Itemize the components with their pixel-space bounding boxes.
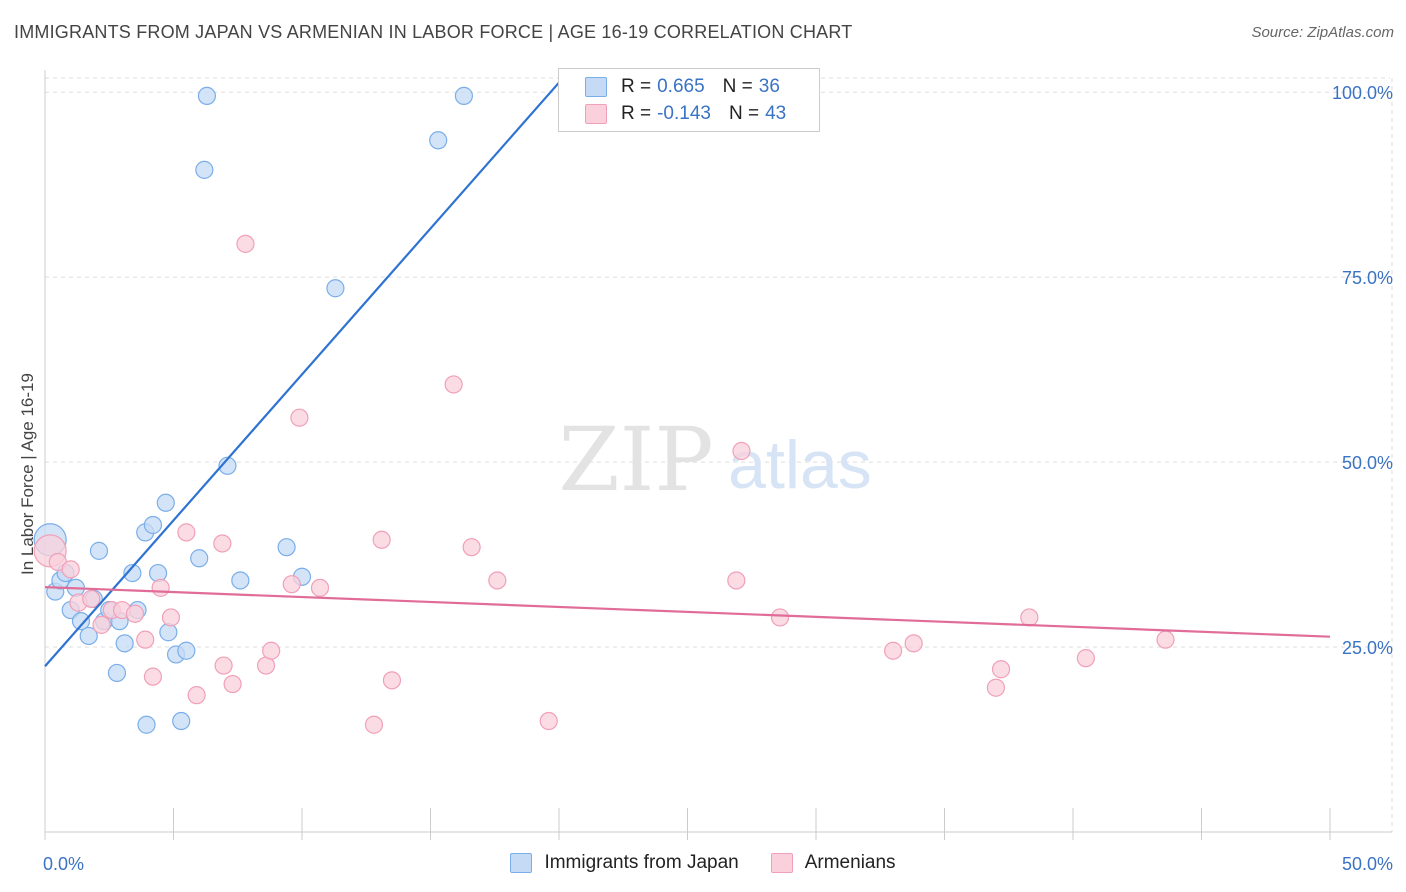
tick-labels: 25.0% 50.0% 75.0% 100.0% 0.0% 50.0% (43, 83, 1393, 874)
legend-label-armenians: Armenians (804, 852, 896, 873)
armenian-point (310, 578, 330, 597)
y-tick-label: 25.0% (1342, 638, 1393, 658)
armenian-point (372, 530, 391, 549)
armenian-point (214, 656, 233, 675)
armenian-point (444, 375, 463, 394)
armenian-point (904, 634, 923, 653)
armenian-point (1076, 649, 1095, 668)
japan-point (195, 160, 214, 179)
legend-n-value: 43 (765, 103, 787, 124)
legend-row-armenians: R = -0.143 N = 43 (585, 102, 786, 126)
x-tick-label: 0.0% (43, 854, 84, 874)
japan-point (190, 549, 209, 568)
watermark-zip: ZIP (558, 408, 713, 511)
armenian-point (125, 604, 145, 623)
armenian-point (986, 678, 1006, 697)
armenian-point (213, 534, 232, 553)
legend-r-value: -0.143 (657, 103, 711, 124)
legend-item-japan: Immigrants from Japan (510, 852, 739, 874)
legend-r-label: R = (621, 76, 652, 97)
armenian-point (177, 523, 196, 542)
armenian-point (82, 589, 101, 609)
armenian-point (236, 234, 255, 253)
japan-point (79, 626, 98, 646)
japan-point (159, 623, 178, 642)
armenian-point (161, 608, 181, 627)
japan-point (123, 563, 142, 583)
watermark: ZIP atlas (558, 408, 871, 511)
armenian-point (282, 575, 301, 594)
legend-swatch-armenians (585, 104, 607, 124)
y-tick-label: 50.0% (1342, 453, 1393, 473)
japan-point (231, 571, 250, 590)
y-axis-label: In Labor Force | Age 16-19 (18, 373, 37, 575)
japan-point (156, 493, 175, 512)
chart-title: IMMIGRANTS FROM JAPAN VS ARMENIAN IN LAB… (14, 22, 853, 42)
japan-point (107, 663, 127, 683)
y-tick-label: 100.0% (1332, 83, 1393, 103)
armenian-point (539, 711, 558, 731)
legend-swatch-japan (585, 77, 607, 97)
legend-n-label: N = (722, 76, 753, 97)
legend-swatch-japan (510, 853, 533, 873)
armenian-point (290, 408, 309, 427)
armenian-point (727, 571, 746, 590)
legend-n-label: N = (728, 103, 760, 124)
japan-point (89, 541, 109, 560)
japan-point (143, 515, 163, 535)
japan-point (115, 634, 134, 653)
japan-trend-line (44, 81, 560, 668)
armenian-point (92, 615, 111, 634)
armenian-point (187, 686, 206, 705)
armenian-point (382, 671, 402, 690)
legend-label-japan: Immigrants from Japan (544, 852, 739, 873)
armenian-point (883, 641, 903, 660)
japan-point (172, 711, 191, 731)
japan-point (177, 641, 196, 660)
armenian-point (770, 608, 790, 627)
y-tick-label: 75.0% (1342, 268, 1393, 288)
legend-r-label: R = (621, 103, 652, 124)
armenian-point (1156, 630, 1175, 649)
armenian-point (462, 538, 481, 557)
japan-point (148, 563, 168, 583)
armenian-point (991, 660, 1011, 679)
x-tick-label: 50.0% (1342, 854, 1393, 874)
armenian-point (262, 641, 281, 660)
legend-swatch-armenians (770, 853, 793, 873)
armenian-point (136, 630, 155, 649)
gridlines (45, 77, 1393, 832)
legend-n-value: 36 (758, 76, 780, 97)
japan-point (137, 715, 156, 734)
armenian-point (143, 667, 163, 686)
japan-point (454, 86, 474, 105)
japan-point (218, 456, 237, 475)
japan-point (429, 131, 448, 150)
series-legend: Immigrants from Japan Armenians (0, 852, 1406, 874)
armenian-point (732, 441, 751, 461)
armenian-trend-line (44, 586, 1331, 638)
armenian-point (223, 674, 242, 694)
axes (44, 70, 1392, 840)
japan-point (277, 538, 296, 557)
legend-item-armenians: Armenians (770, 852, 896, 874)
armenian-point (364, 715, 384, 734)
armenian-point (488, 571, 507, 590)
armenian-point (1020, 608, 1039, 627)
source-label: Source: ZipAtlas.com (1251, 24, 1394, 41)
japan-point (197, 86, 217, 105)
data-points (33, 86, 1175, 734)
watermark-atlas: atlas (728, 427, 872, 503)
armenian-point (151, 578, 170, 597)
legend-r-value: 0.665 (657, 76, 705, 97)
japan-point (326, 279, 345, 298)
armenian-point (61, 560, 80, 579)
legend-row-japan: R = 0.665 N = 36 (585, 75, 780, 99)
correlation-legend: R = 0.665 N = 36 R = -0.143 N = 43 (558, 68, 820, 132)
trend-lines (44, 81, 1331, 668)
japan-point (71, 612, 91, 631)
